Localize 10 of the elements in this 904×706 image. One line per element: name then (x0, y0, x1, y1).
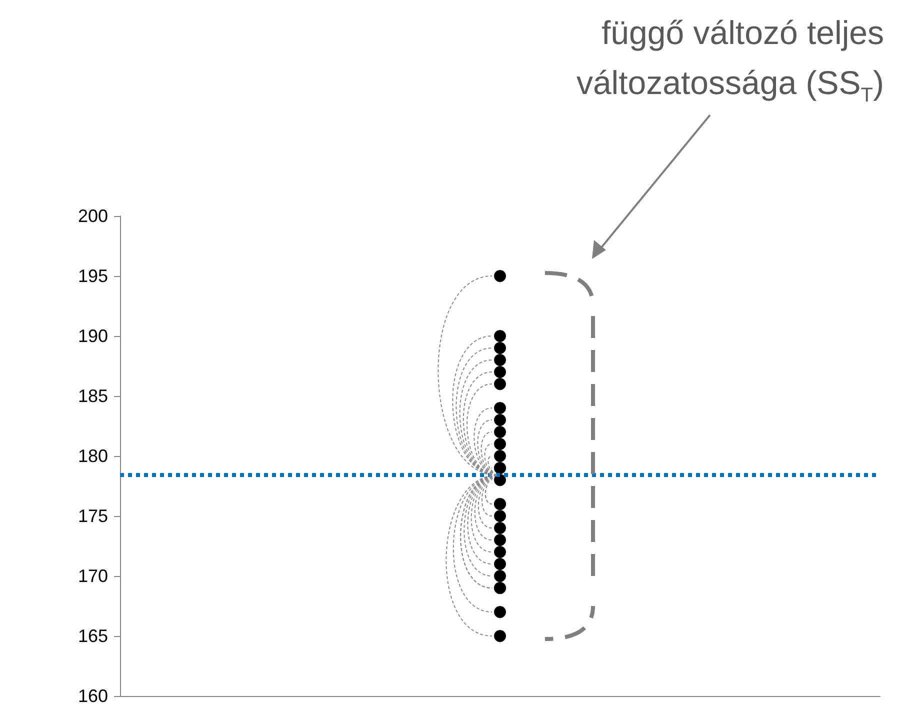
y-tick-label: 180 (78, 446, 108, 466)
y-tick-label: 170 (78, 566, 108, 586)
text: függő változó teljes változatossága (SS$_{T}$) (575, 13, 884, 109)
y-tick-label: 195 (78, 266, 108, 286)
y-tick-label: 185 (78, 386, 108, 406)
y-tick-label: 190 (78, 326, 108, 346)
y-tick-label: 165 (78, 626, 108, 646)
y-tick-label: 160 (78, 686, 108, 706)
y-tick-label: 200 (78, 206, 108, 226)
y-tick-label: 175 (78, 506, 108, 526)
